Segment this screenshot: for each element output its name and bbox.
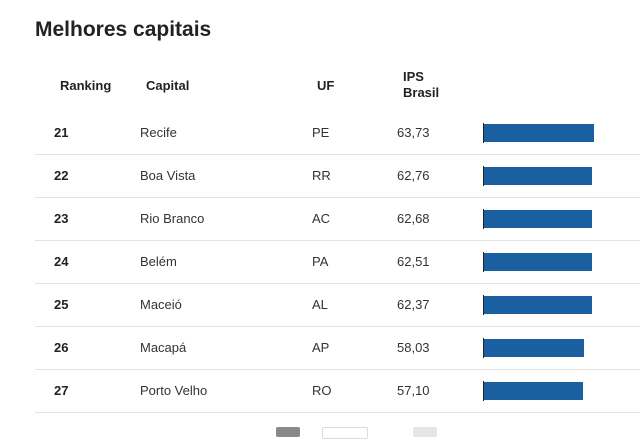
uf-cell: AP [312, 340, 330, 355]
table-row: 26 Macapá AP 58,03 [35, 327, 640, 370]
ranking-cell: 24 [54, 254, 69, 269]
ranking-cell: 21 [54, 125, 69, 140]
capital-cell: Porto Velho [140, 383, 208, 398]
column-header-ips: IPS Brasil [403, 69, 439, 101]
uf-cell: AL [312, 297, 328, 312]
bar-mark [484, 253, 592, 271]
ips-value-cell: 62,68 [397, 211, 430, 226]
bar-baseline [483, 338, 484, 358]
capital-cell: Rio Branco [140, 211, 205, 226]
ranking-cell: 25 [54, 297, 69, 312]
bar-cell [483, 123, 623, 143]
bar-mark [484, 296, 592, 314]
capital-cell: Boa Vista [140, 168, 196, 183]
column-header-uf: UF [317, 78, 335, 93]
bar-baseline [483, 252, 484, 272]
uf-cell: RO [312, 383, 332, 398]
table-row: 27 Porto Velho RO 57,10 [35, 370, 640, 413]
ranking-cell: 23 [54, 211, 69, 226]
bar-cell [483, 381, 623, 401]
bar-baseline [483, 381, 484, 401]
column-header-ips-line2: Brasil [403, 85, 440, 100]
column-header-ips-line1: IPS [403, 69, 424, 84]
ips-value-cell: 63,73 [397, 125, 430, 140]
ips-value-cell: 62,76 [397, 168, 430, 183]
column-header-ranking: Ranking [60, 78, 112, 93]
bar-mark [484, 167, 592, 185]
bar-cell [483, 295, 623, 315]
column-header-capital: Capital [146, 78, 190, 93]
pagination-prev-button[interactable] [276, 427, 300, 437]
bar-baseline [483, 123, 484, 143]
chart-title: Melhores capitais [35, 18, 212, 41]
table-row: 23 Rio Branco AC 62,68 [35, 198, 640, 241]
capital-cell: Belém [140, 254, 177, 269]
bar-baseline [483, 209, 484, 229]
bar-mark [484, 210, 592, 228]
bar-cell [483, 338, 623, 358]
table-row: 22 Boa Vista RR 62,76 [35, 155, 640, 198]
bar-mark [484, 339, 584, 357]
bar-mark [484, 382, 583, 400]
bar-cell [483, 166, 623, 186]
pagination-page-indicator[interactable] [322, 427, 368, 439]
ips-value-cell: 62,51 [397, 254, 430, 269]
bar-cell [483, 252, 623, 272]
capital-cell: Recife [140, 125, 177, 140]
ips-value-cell: 58,03 [397, 340, 430, 355]
uf-cell: AC [312, 211, 331, 226]
ranking-table: 21 Recife PE 63,73 22 Boa Vista RR 62,76 23 Rio B… [35, 112, 640, 413]
bar-cell [483, 209, 623, 229]
table-row: 21 Recife PE 63,73 [35, 112, 640, 155]
ranking-cell: 22 [54, 168, 69, 183]
ranking-cell: 27 [54, 383, 69, 398]
ips-value-cell: 57,10 [397, 383, 430, 398]
capital-cell: Maceió [140, 297, 182, 312]
uf-cell: PA [312, 254, 329, 269]
uf-cell: RR [312, 168, 331, 183]
bar-baseline [483, 295, 484, 315]
uf-cell: PE [312, 125, 330, 140]
bar-baseline [483, 166, 484, 186]
table-header: Ranking Capital UF IPS Brasil [0, 66, 640, 106]
bar-mark [484, 124, 594, 142]
pagination-next-button[interactable] [413, 427, 437, 437]
ips-value-cell: 62,37 [397, 297, 430, 312]
ranking-cell: 26 [54, 340, 69, 355]
pagination [0, 425, 640, 439]
table-row: 25 Maceió AL 62,37 [35, 284, 640, 327]
capital-cell: Macapá [140, 340, 187, 355]
table-row: 24 Belém PA 62,51 [35, 241, 640, 284]
